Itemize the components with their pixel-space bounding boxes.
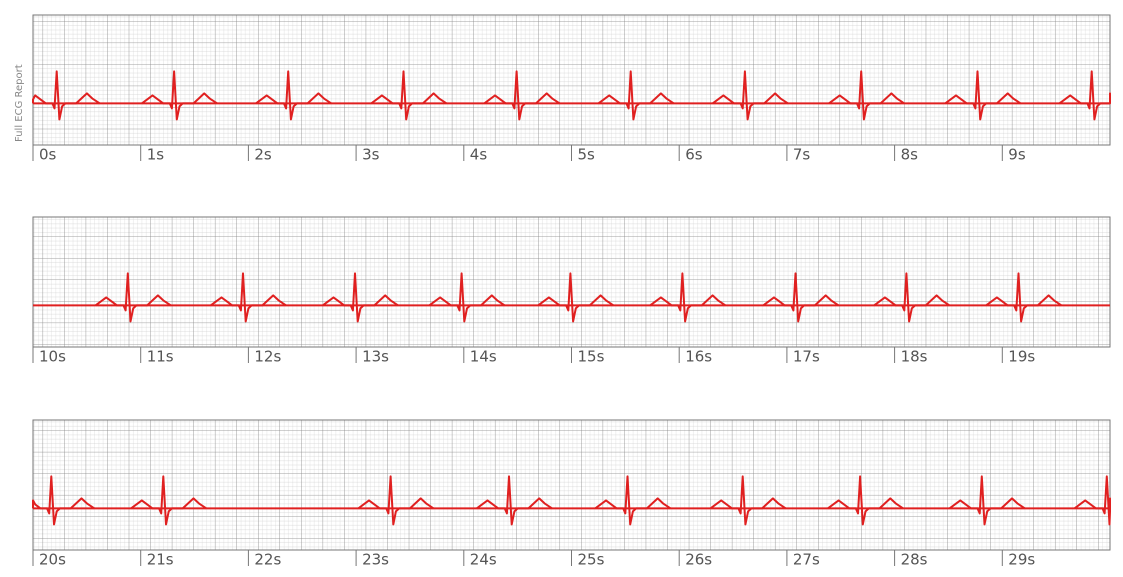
report-title: Full ECG Report bbox=[14, 64, 25, 142]
heartbeat bbox=[357, 475, 435, 526]
x-tick-label: 27s bbox=[793, 551, 820, 569]
heartbeat bbox=[594, 475, 672, 526]
x-tick-label: 20s bbox=[39, 551, 66, 569]
x-tick-label: 22s bbox=[254, 551, 281, 569]
x-tick-label: 7s bbox=[793, 146, 811, 164]
heartbeat bbox=[130, 475, 207, 526]
ecg-grid bbox=[32, 419, 1111, 551]
x-tick-label: 21s bbox=[147, 551, 174, 569]
heartbeat bbox=[1058, 70, 1111, 121]
x-tick-label: 23s bbox=[362, 551, 389, 569]
heartbeat bbox=[709, 475, 787, 526]
heartbeat bbox=[210, 272, 287, 323]
x-tick-label: 12s bbox=[254, 348, 281, 366]
x-tick-label: 8s bbox=[901, 146, 919, 164]
heartbeat bbox=[944, 70, 1022, 121]
x-tick-label: 10s bbox=[39, 348, 66, 366]
x-tick-label: 16s bbox=[685, 348, 712, 366]
x-tick-label: 5s bbox=[578, 146, 596, 164]
heartbeat bbox=[1073, 475, 1111, 526]
x-tick-label: 28s bbox=[901, 551, 928, 569]
heartbeat bbox=[428, 272, 506, 323]
heartbeat bbox=[873, 272, 951, 323]
x-tick-label: 4s bbox=[470, 146, 488, 164]
heartbeat bbox=[370, 70, 448, 121]
x-tick-label: 14s bbox=[470, 348, 497, 366]
heartbeat bbox=[476, 475, 553, 526]
heartbeat bbox=[762, 272, 840, 323]
heartbeat bbox=[985, 272, 1063, 323]
x-tick-label: 11s bbox=[147, 348, 174, 366]
x-tick-label: 3s bbox=[362, 146, 380, 164]
x-tick-label: 26s bbox=[685, 551, 712, 569]
x-tick-label: 15s bbox=[578, 348, 605, 366]
x-tick-label: 17s bbox=[793, 348, 820, 366]
heartbeat bbox=[649, 272, 727, 323]
x-tick-label: 9s bbox=[1008, 146, 1026, 164]
heartbeat bbox=[32, 70, 101, 121]
x-tick-label: 19s bbox=[1008, 348, 1035, 366]
heartbeat bbox=[322, 272, 399, 323]
heartbeat bbox=[827, 475, 904, 526]
x-tick-label: 6s bbox=[685, 146, 703, 164]
heartbeat bbox=[32, 475, 95, 526]
x-tick-label: 25s bbox=[578, 551, 605, 569]
heartbeat bbox=[537, 272, 615, 323]
x-tick-label: 18s bbox=[901, 348, 928, 366]
heartbeat bbox=[712, 70, 789, 121]
heartbeat bbox=[597, 70, 675, 121]
ecg-grid bbox=[32, 14, 1111, 146]
heartbeat bbox=[948, 475, 1026, 526]
x-tick-label: 1s bbox=[147, 146, 165, 164]
heartbeat bbox=[828, 70, 905, 121]
x-tick-label: 24s bbox=[470, 551, 497, 569]
x-tick-label: 29s bbox=[1008, 551, 1035, 569]
x-tick-label: 0s bbox=[39, 146, 57, 164]
heartbeat bbox=[141, 70, 218, 121]
heartbeat bbox=[483, 70, 561, 121]
heartbeat bbox=[94, 272, 172, 323]
x-tick-label: 2s bbox=[254, 146, 272, 164]
heartbeat bbox=[255, 70, 332, 121]
x-tick-label: 13s bbox=[362, 348, 389, 366]
